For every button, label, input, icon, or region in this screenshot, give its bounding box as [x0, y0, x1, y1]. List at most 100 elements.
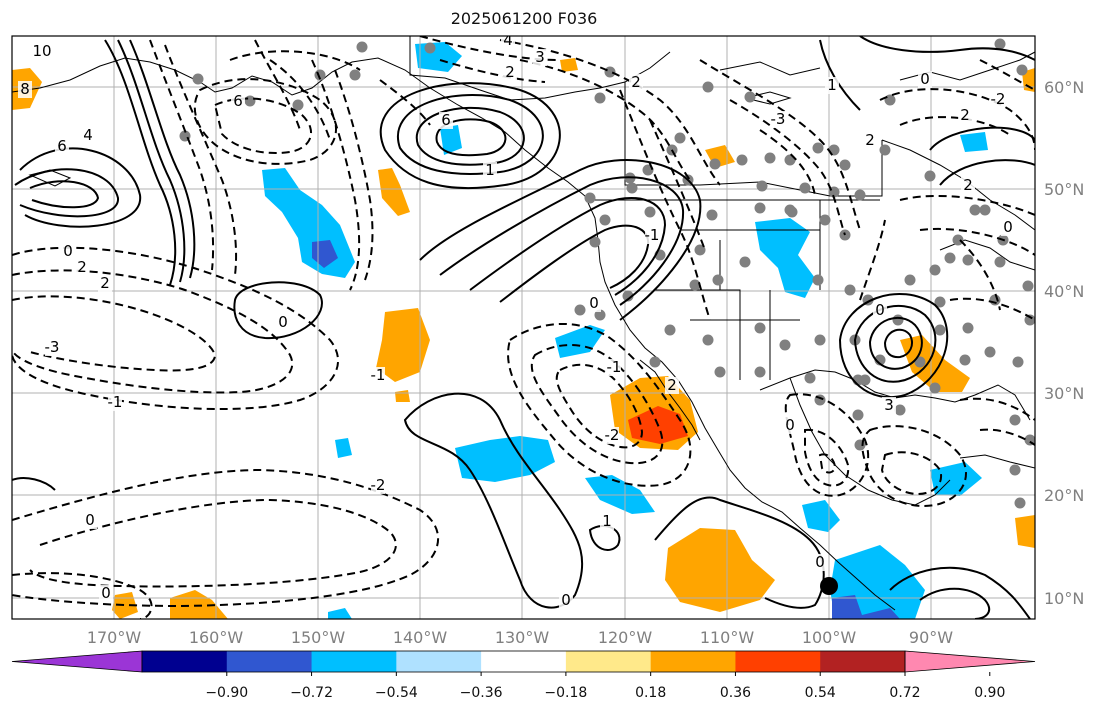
- station-dot: [854, 189, 866, 201]
- lon-label: 130°W: [495, 628, 550, 647]
- colorbar-tick-label: 0.90: [974, 685, 1005, 701]
- colorbar-extend-low: [11, 650, 143, 673]
- station-dot: [754, 322, 766, 334]
- lon-label: 120°W: [598, 628, 653, 647]
- contour-label: 1: [485, 161, 495, 179]
- contour-label: -1: [108, 393, 123, 411]
- contour-label: 2: [667, 376, 677, 394]
- station-dot: [754, 202, 766, 214]
- contour-label: 0: [278, 313, 288, 331]
- colorbar-tick-labels: −0.90 −0.72 −0.54 −0.36 −0.18 0.18 0.36 0.54 0.7…: [205, 685, 1005, 701]
- station-dot: [664, 324, 676, 336]
- lon-label: 160°W: [189, 628, 244, 647]
- station-dot: [604, 66, 616, 78]
- contour-label: 0: [85, 511, 95, 529]
- contour-label-bg: [108, 394, 122, 411]
- contour-label-bg: [371, 477, 385, 494]
- contour-label-bg: [665, 377, 679, 394]
- station-dot: [244, 95, 256, 107]
- colorbar-segment: [226, 651, 313, 672]
- contour-label: 0: [875, 301, 885, 319]
- contour-label-bg: [783, 417, 797, 434]
- contour-label-bg: [99, 585, 113, 602]
- colorbar-tick-label: 0.54: [805, 685, 836, 701]
- lon-label: 110°W: [700, 628, 755, 647]
- contour-label: -1: [645, 226, 660, 244]
- station-dot: [1009, 414, 1021, 426]
- colorbar-segment: [565, 651, 652, 672]
- station-dot: [1012, 356, 1024, 368]
- contour-label: 6: [233, 92, 243, 110]
- contour-label-bg: [503, 64, 517, 81]
- station-dot: [812, 274, 824, 286]
- colorbar-segment: [396, 651, 482, 672]
- station-dot: [192, 73, 204, 85]
- station-dot: [644, 206, 656, 218]
- contour-label: -3: [45, 338, 60, 356]
- station-dot: [839, 159, 851, 171]
- station-dot: [674, 132, 686, 144]
- station-dot: [819, 214, 831, 226]
- station-dot: [709, 158, 721, 170]
- map-title: 2025061200 F036: [450, 9, 598, 28]
- contour-label-bg: [600, 513, 614, 530]
- contour-label-bg: [882, 397, 896, 414]
- colorbar-frame: [141, 650, 906, 673]
- station-dot: [929, 382, 941, 394]
- station-dot: [584, 192, 596, 204]
- station-dot: [944, 252, 956, 264]
- lon-label: 100°W: [802, 628, 857, 647]
- colorbar-tick-label: 0.18: [635, 685, 666, 701]
- station-dot: [959, 354, 971, 366]
- contour-label-bg: [1001, 219, 1015, 236]
- station-dot: [649, 356, 661, 368]
- contour-label: 2: [100, 274, 110, 292]
- contour-label-bg: [98, 275, 112, 292]
- station-dot: [994, 256, 1006, 268]
- contour-label-bg: [958, 107, 972, 124]
- station-dot: [702, 334, 714, 346]
- station-dot: [994, 38, 1006, 50]
- contour-label-bg: [45, 339, 59, 356]
- colorbar: [11, 650, 1036, 676]
- station-dot: [799, 182, 811, 194]
- station-dot: [989, 294, 1001, 306]
- contour-label: 4: [83, 126, 93, 144]
- station-dot: [594, 92, 606, 104]
- station-dot: [779, 339, 791, 351]
- station-dot: [924, 170, 936, 182]
- contour-label-bg: [559, 592, 573, 609]
- colorbar-segment: [650, 651, 736, 672]
- station-dot: [962, 254, 974, 266]
- contour-label-bg: [607, 359, 621, 376]
- station-dot: [622, 290, 634, 302]
- contour-label: 0: [101, 584, 111, 602]
- lon-label: 150°W: [291, 628, 346, 647]
- contour-label-bg: [231, 93, 245, 110]
- station-dot: [739, 256, 751, 268]
- lon-labels: 170°W 160°W 150°W 140°W 130°W 120°W 110°…: [87, 628, 953, 647]
- station-dot: [292, 99, 304, 111]
- colorbar-segment: [735, 651, 821, 672]
- colorbar-tick-label: −0.54: [375, 685, 418, 701]
- station-dot: [714, 366, 726, 378]
- map-frame: [11, 35, 1036, 620]
- lat-label: 20°N: [1044, 486, 1084, 505]
- contour-label: 2: [505, 63, 515, 81]
- station-dot: [599, 214, 611, 226]
- contour-label: 6: [441, 111, 451, 129]
- contour-label-bg: [605, 427, 619, 444]
- graticule: [12, 36, 1035, 619]
- contour-label-bg: [863, 132, 877, 149]
- contour-lines-dashed: [12, 36, 1035, 619]
- contour-label-bg: [439, 112, 453, 129]
- contour-label: 2: [865, 131, 875, 149]
- lat-label: 10°N: [1044, 589, 1084, 608]
- lon-label: 140°W: [393, 628, 448, 647]
- contour-label-bg: [35, 43, 49, 60]
- contour-label: 0: [63, 242, 73, 260]
- station-dot: [706, 209, 718, 221]
